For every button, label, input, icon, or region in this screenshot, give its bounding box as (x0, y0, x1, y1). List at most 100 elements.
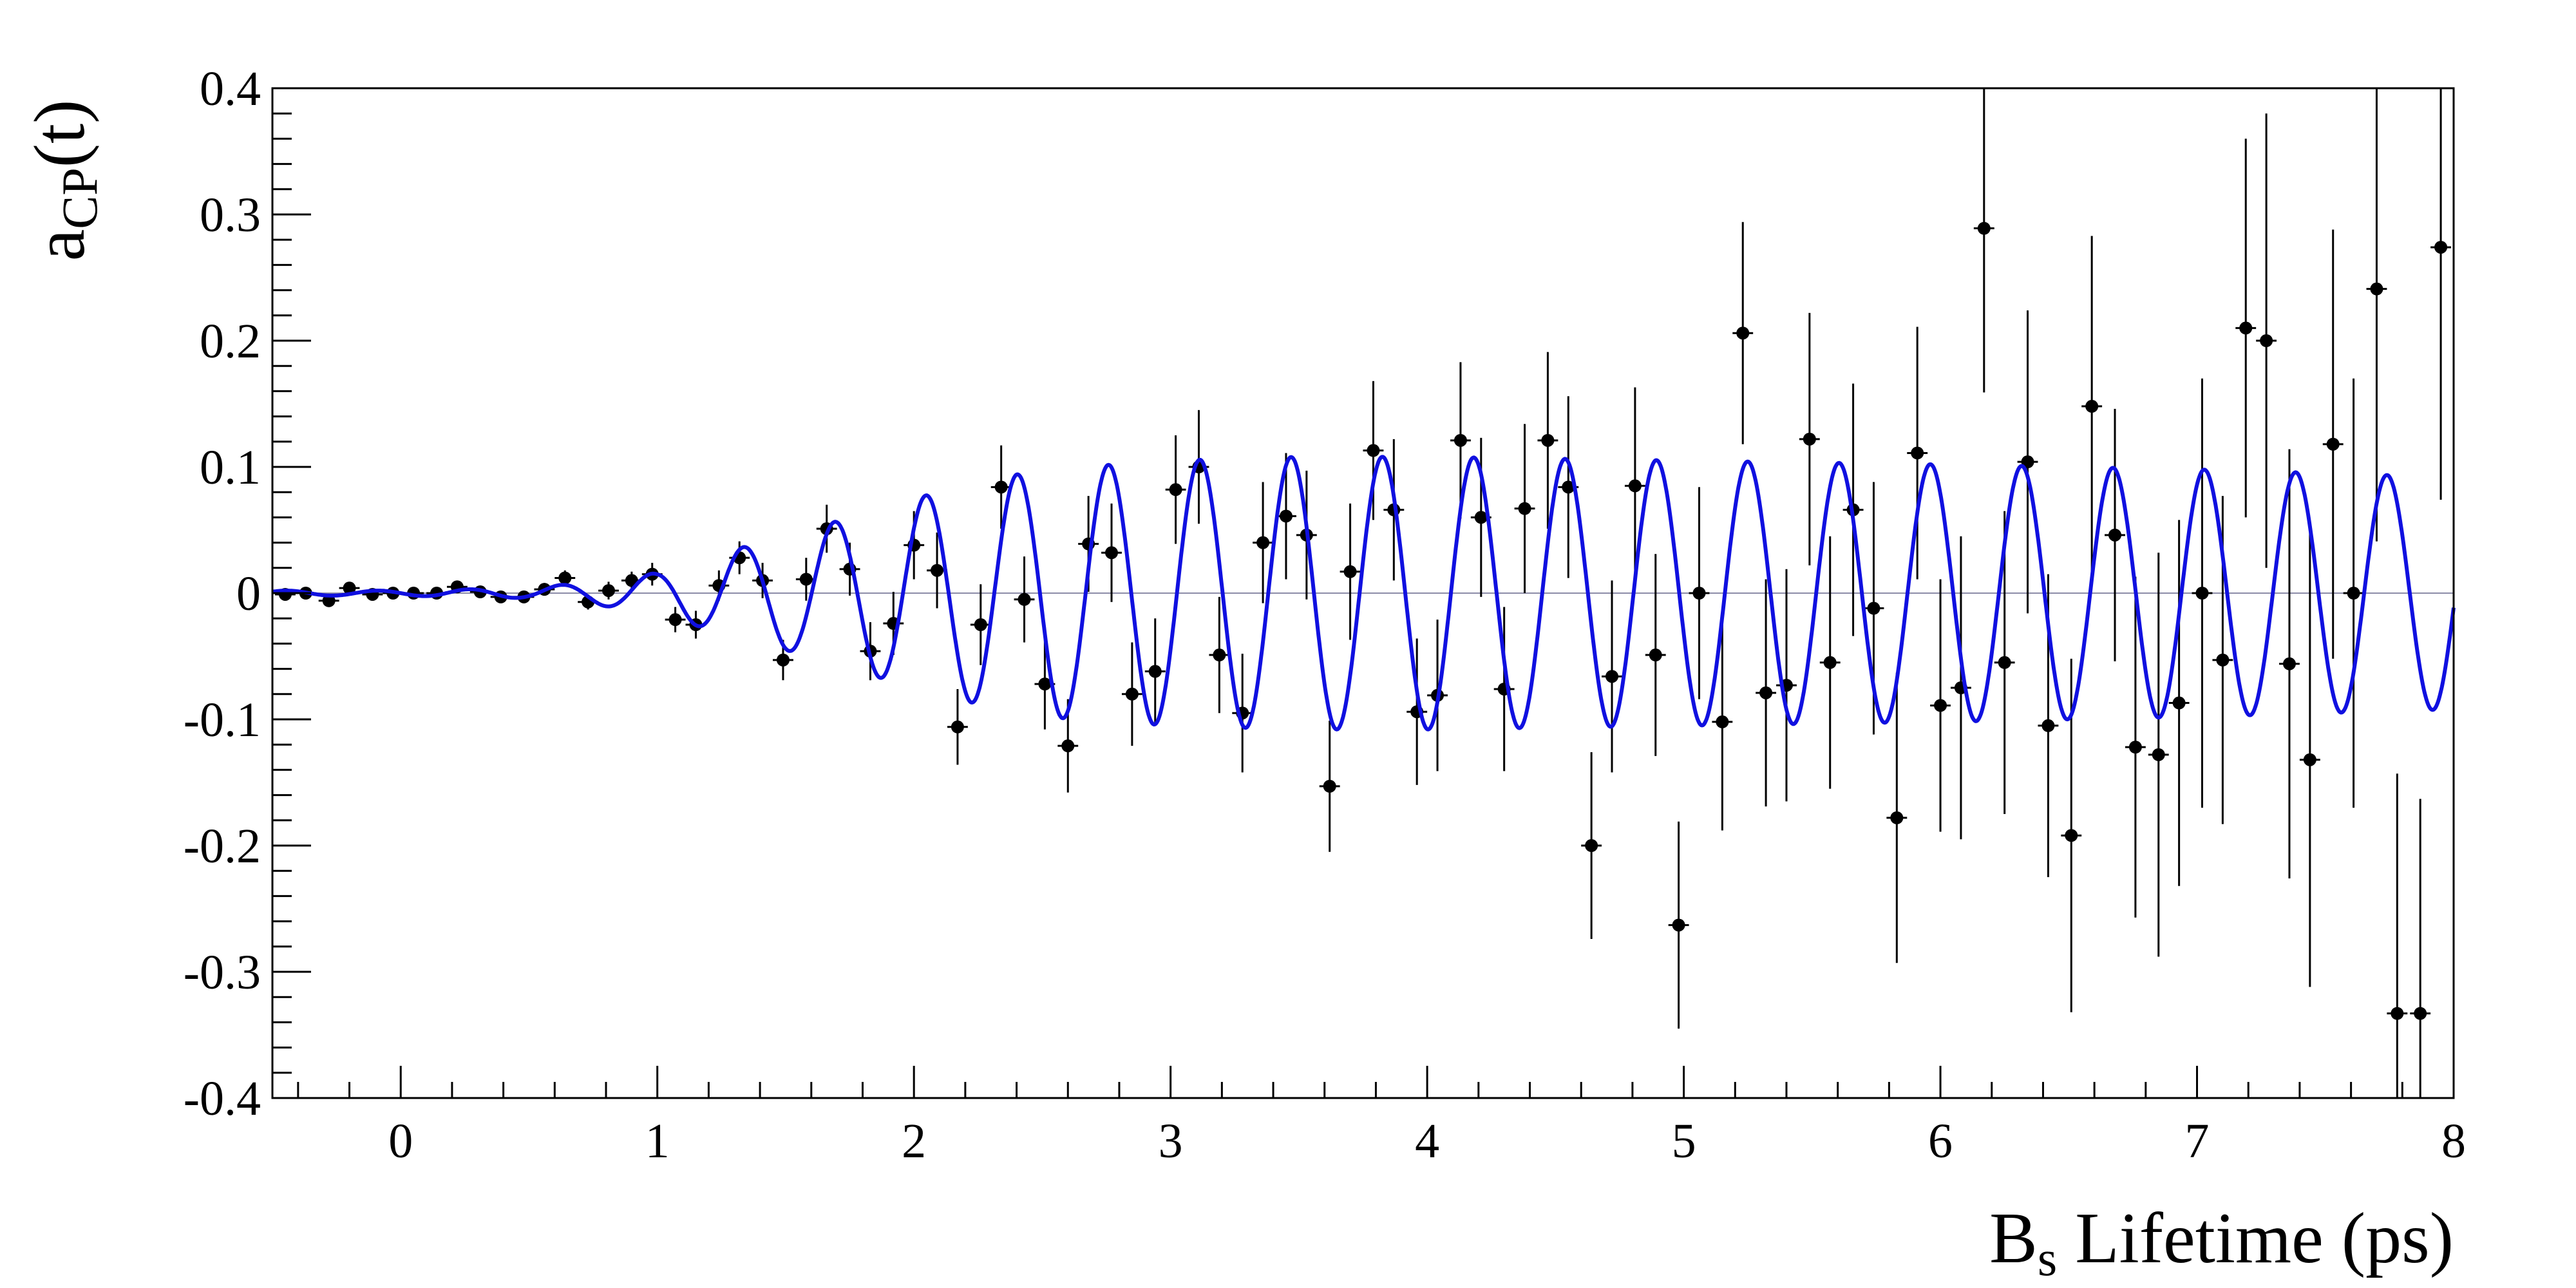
data-point (1756, 579, 1777, 807)
point-marker (2303, 753, 2316, 766)
x-tick-label: 6 (1928, 1114, 1953, 1168)
data-point (1363, 381, 1384, 520)
point-marker (1367, 444, 1380, 457)
data-point (1819, 536, 1841, 789)
point-marker (1803, 432, 1816, 446)
point-marker (931, 564, 944, 577)
point-marker (1585, 839, 1598, 852)
data-point (1689, 487, 1710, 699)
y-tick-label: 0.2 (200, 314, 261, 368)
data-point (1101, 503, 1122, 602)
point-marker (974, 618, 987, 631)
point-marker (2172, 696, 2186, 710)
y-tick-label: 0.3 (200, 188, 261, 242)
plot-frame (271, 87, 2455, 1099)
y-tick-label: -0.1 (184, 693, 261, 747)
point-marker (1148, 665, 1162, 678)
point-marker (1934, 699, 1947, 712)
data-point (1973, 88, 1994, 393)
point-marker (1518, 502, 1531, 515)
data-point (2343, 378, 2364, 808)
point-marker (2108, 528, 2122, 542)
point-marker (1256, 536, 1270, 549)
data-point (2387, 773, 2408, 1098)
point-marker (1474, 511, 1488, 524)
data-point (1450, 362, 1471, 519)
point-marker (2195, 587, 2209, 600)
y-tick-label: 0 (236, 567, 261, 621)
point-marker (994, 480, 1008, 494)
point-marker (2065, 829, 2078, 842)
data-point (2125, 576, 2146, 918)
point-marker (1213, 649, 1226, 662)
data-point (947, 688, 968, 765)
point-marker (2434, 240, 2448, 254)
point-marker (1649, 649, 1662, 662)
point-marker (1977, 222, 1991, 235)
data-point (1144, 618, 1166, 724)
data-point (1340, 503, 1361, 640)
data-point (2192, 378, 2213, 808)
point-marker (1998, 656, 2011, 669)
y-tick-label: 0.1 (200, 440, 261, 495)
data-point (2081, 236, 2103, 577)
axis-ticks (272, 87, 2455, 1099)
data-point (1907, 327, 1928, 580)
point-marker (2391, 1007, 2404, 1020)
data-point (1537, 352, 1558, 529)
data-point (339, 582, 360, 595)
data-point (2299, 532, 2320, 987)
point-marker (1716, 715, 1729, 728)
point-marker (1279, 509, 1293, 523)
data-point (970, 584, 991, 665)
point-marker (1343, 565, 1357, 578)
y-tick-label: 0.4 (200, 62, 261, 116)
point-marker (343, 582, 356, 595)
data-point (2235, 138, 2257, 518)
point-marker (2041, 719, 2055, 732)
data-point (1121, 642, 1142, 746)
point-marker (1823, 656, 1837, 669)
point-marker (951, 720, 964, 734)
point-marker (2152, 748, 2165, 761)
x-tick-label: 0 (388, 1114, 413, 1168)
point-marker (1323, 779, 1336, 793)
x-tick-label: 1 (645, 1114, 670, 1168)
data-point (1514, 424, 1535, 593)
point-marker (2085, 399, 2099, 413)
point-marker (799, 573, 813, 586)
data-point (2430, 88, 2452, 500)
data-point (598, 582, 619, 600)
point-marker (1104, 546, 1118, 560)
x-tick-label: 5 (1672, 1114, 1696, 1168)
data-point (2148, 553, 2169, 957)
point-marker (1736, 327, 1750, 340)
point-marker (2021, 455, 2034, 469)
point-marker (1169, 483, 1182, 497)
data-point (1994, 511, 2015, 814)
point-marker (1867, 601, 1880, 615)
x-tick-label: 8 (2441, 1114, 2466, 1168)
point-marker (1890, 811, 1904, 824)
x-tick-label: 2 (902, 1114, 926, 1168)
data-point (1014, 556, 1035, 643)
point-marker (776, 653, 790, 667)
x-tick-label: 7 (2185, 1114, 2210, 1168)
data-point (1165, 435, 1186, 544)
data-point (2279, 449, 2300, 878)
point-marker (2370, 282, 2383, 296)
point-marker (1911, 446, 1924, 460)
point-marker (1454, 433, 1467, 447)
data-point (1668, 821, 1689, 1029)
point-marker (2326, 437, 2340, 451)
data-point (990, 445, 1012, 529)
point-marker (2260, 334, 2273, 347)
point-marker (1562, 480, 1575, 494)
point-marker (1692, 587, 1706, 600)
data-point (1319, 720, 1340, 852)
point-marker (1605, 670, 1619, 683)
point-marker (2282, 657, 2296, 670)
point-marker (1759, 686, 1773, 699)
